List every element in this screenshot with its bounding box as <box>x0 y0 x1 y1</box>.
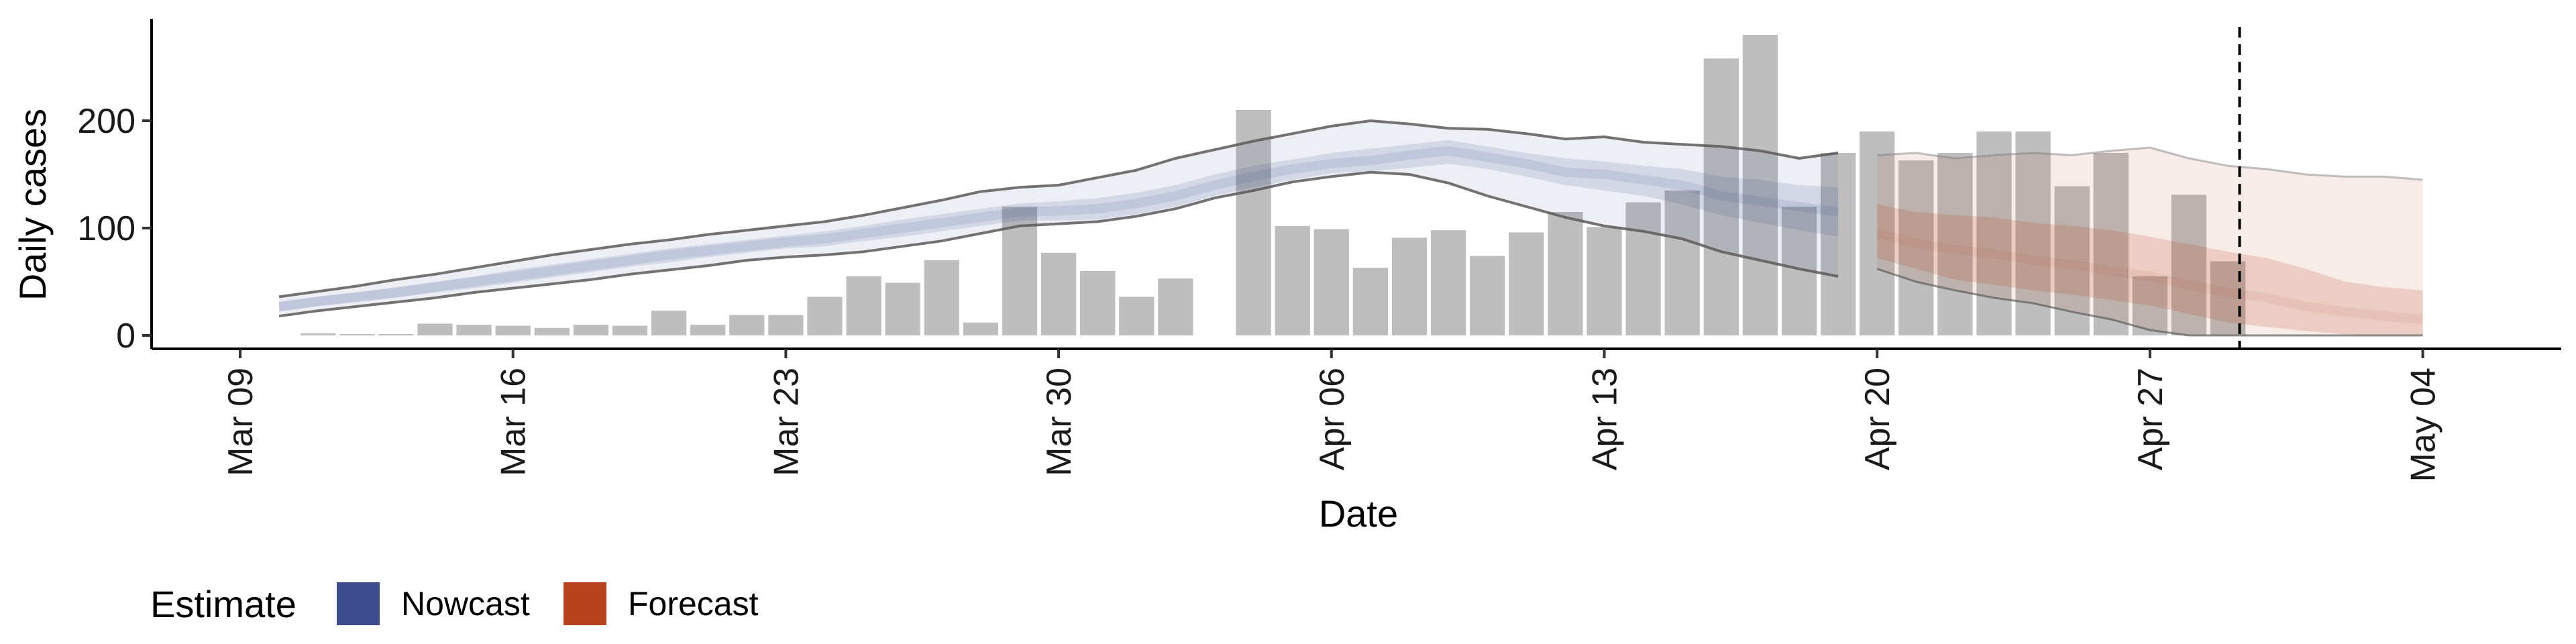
x-tick-label: Apr 06 <box>1313 368 1352 470</box>
case-bar <box>1860 131 1895 335</box>
forecast-upper-outline <box>1877 146 2423 181</box>
y-tick-label: 100 <box>77 209 136 248</box>
y-axis-title: Daily cases <box>11 109 54 301</box>
case-bar <box>807 297 843 335</box>
forecast-inner-band <box>1877 204 2423 335</box>
case-bar <box>651 311 687 335</box>
case-bar <box>1391 237 1428 335</box>
case-bar <box>846 276 881 335</box>
case-bar <box>1625 202 1661 335</box>
legend-label-forecast: Forecast <box>628 585 759 623</box>
case-bar <box>1119 297 1155 335</box>
case-bar <box>495 325 531 335</box>
case-bar <box>378 334 414 335</box>
x-tick-label: Apr 20 <box>1858 368 1897 470</box>
case-bar <box>1976 131 2012 335</box>
x-tick-label: Mar 30 <box>1040 368 1079 476</box>
case-bar <box>1275 225 1310 335</box>
y-tick-label: 0 <box>116 317 136 356</box>
case-bar <box>1509 232 1544 335</box>
forecast-median-line <box>1876 229 2424 324</box>
nowcast-median-line <box>278 146 1839 311</box>
case-bar <box>1080 271 1116 335</box>
nowcast-lower-outline <box>278 170 1839 318</box>
axes: 0 100 200 Mar 09 Mar 16 Mar 23 Mar 30 Apr 06 Apr… <box>77 19 2561 482</box>
legend-label-nowcast: Nowcast <box>401 585 530 623</box>
legend-swatch-forecast <box>564 582 606 625</box>
case-bar <box>1430 230 1466 335</box>
forecast-ribbons <box>1876 146 2424 337</box>
x-tick-label: Mar 16 <box>494 368 533 476</box>
case-bar <box>768 315 804 335</box>
case-bar <box>1040 252 1077 335</box>
y-tick-label: 200 <box>77 102 136 141</box>
case-bar <box>1937 153 1973 335</box>
legend: Estimate Nowcast Forecast <box>150 582 759 625</box>
case-bar <box>2171 195 2207 335</box>
case-bar <box>456 325 492 335</box>
legend-swatch-nowcast <box>337 582 380 625</box>
case-bar <box>1158 278 1193 335</box>
nowcast-outer-band <box>279 121 1839 317</box>
case-bar <box>339 334 375 335</box>
case-bar <box>963 322 999 335</box>
forecast-outer-band <box>1877 148 2423 335</box>
x-tick-label: Mar 23 <box>767 368 806 476</box>
case-bars <box>301 35 2246 335</box>
case-bar <box>301 333 336 335</box>
x-tick-label: May 04 <box>2404 368 2443 482</box>
case-bar <box>924 260 959 335</box>
case-bar <box>1352 268 1389 335</box>
case-bar <box>2054 186 2090 335</box>
case-bar <box>1898 160 1934 335</box>
case-bar <box>417 323 453 335</box>
case-bar <box>2132 276 2168 335</box>
case-bar <box>1587 227 1622 335</box>
nowcast-upper-outline <box>278 119 1839 299</box>
case-bar <box>1548 212 1583 335</box>
x-axis-title: Date <box>1319 492 1398 535</box>
case-bar <box>1742 35 1778 335</box>
case-bar <box>1664 191 1700 335</box>
case-bar <box>612 325 648 335</box>
case-bar <box>2093 153 2129 335</box>
case-bar <box>573 325 609 335</box>
case-bar <box>690 325 726 335</box>
x-tick-label: Mar 09 <box>221 368 260 476</box>
case-bar <box>1703 58 1739 335</box>
forecast-lower-outline <box>1876 268 2423 337</box>
nowcast-ribbons <box>278 119 1839 318</box>
case-bar <box>1820 153 1856 335</box>
case-bar <box>1470 256 1505 335</box>
case-bar <box>885 282 920 335</box>
case-bar <box>534 327 570 335</box>
legend-title: Estimate <box>150 583 297 625</box>
case-bar <box>729 315 765 335</box>
case-bar <box>1313 229 1349 335</box>
x-tick-label: Apr 27 <box>2131 368 2170 470</box>
case-bar <box>1236 110 1271 335</box>
x-tick-label: Apr 13 <box>1586 368 1625 470</box>
